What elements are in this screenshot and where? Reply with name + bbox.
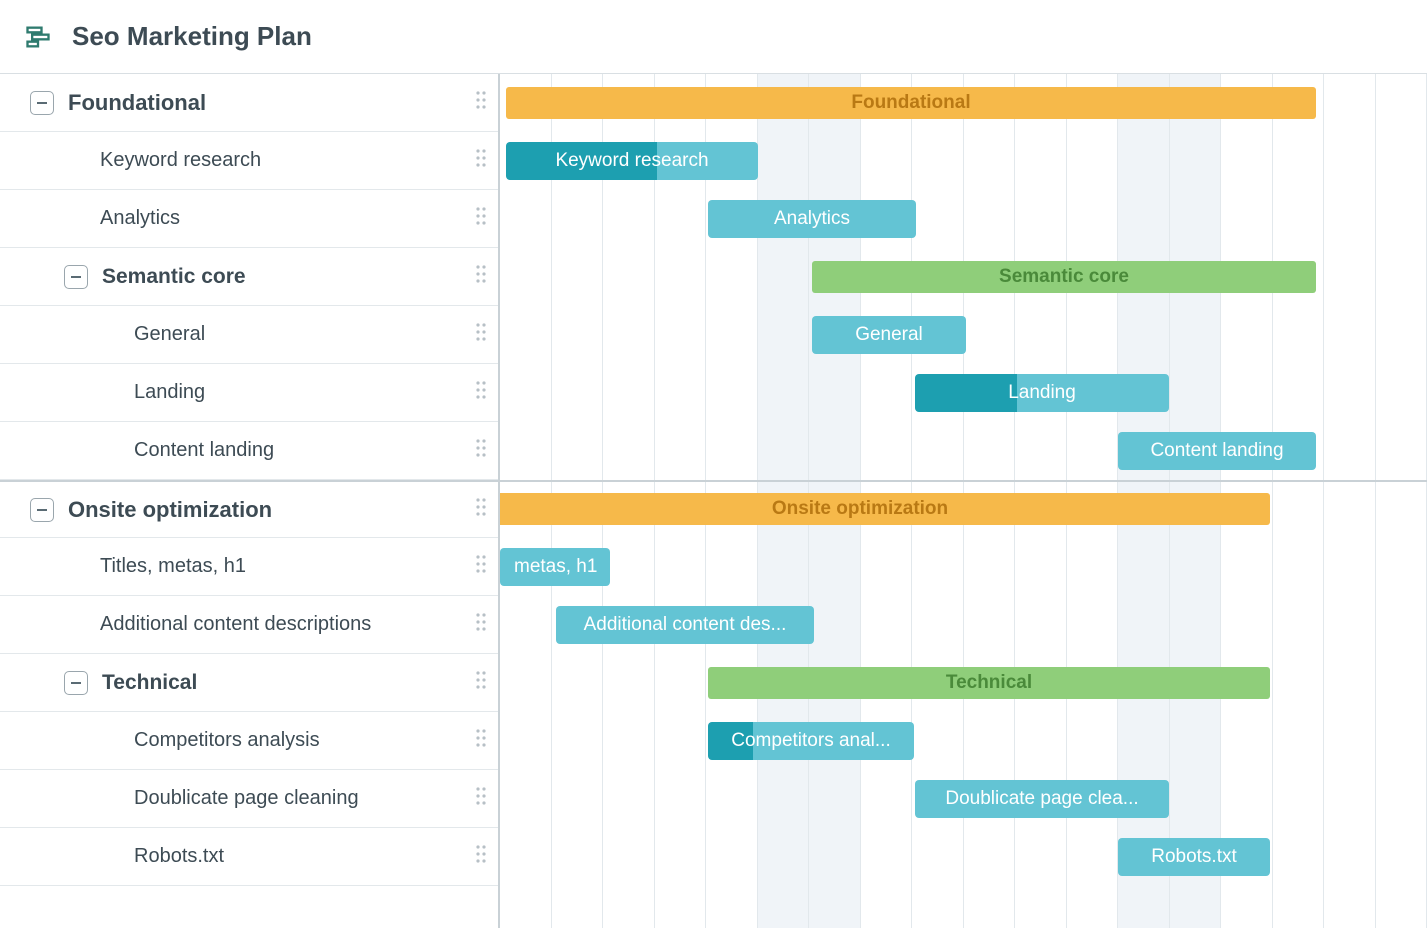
drag-handle-icon[interactable] (468, 670, 486, 695)
tree-task-titles[interactable]: Titles, metas, h1 (0, 538, 498, 596)
task-bar-competitors[interactable]: Competitors anal... (708, 722, 914, 760)
main: Foundational Keyword research Analytics Sem… (0, 74, 1427, 928)
bar-label: Analytics (774, 208, 850, 230)
header: Seo Marketing Plan (0, 0, 1427, 74)
tree-label: Onsite optimization (68, 497, 272, 523)
drag-handle-icon[interactable] (468, 322, 486, 347)
tree-group-semantic[interactable]: Semantic core (0, 248, 498, 306)
collapse-toggle-semantic[interactable] (64, 265, 88, 289)
drag-handle-icon[interactable] (468, 148, 486, 173)
tree-label: Doublicate page cleaning (134, 787, 359, 810)
bar-label: Technical (946, 672, 1032, 694)
tree-group-foundational[interactable]: Foundational (0, 74, 498, 132)
drag-handle-icon[interactable] (468, 497, 486, 522)
tree-group-technical[interactable]: Technical (0, 654, 498, 712)
task-bar-contentland[interactable]: Content landing (1118, 432, 1316, 470)
tree-label: Semantic core (102, 265, 246, 289)
collapse-toggle-foundational[interactable] (30, 91, 54, 115)
tree-task-dup[interactable]: Doublicate page cleaning (0, 770, 498, 828)
bar-label: Landing (1008, 382, 1076, 404)
summary-bar-foundational[interactable]: Foundational (506, 87, 1316, 119)
tree-task-analytics[interactable]: Analytics (0, 190, 498, 248)
tree-label: Content landing (134, 439, 274, 462)
tree-label: Technical (102, 671, 197, 695)
gantt-bars: Foundational Keyword research Analytics Sem… (500, 74, 1427, 928)
tree-task-contentland[interactable]: Content landing (0, 422, 498, 480)
bar-label: Competitors anal... (731, 730, 890, 752)
tree-label: Analytics (100, 207, 180, 230)
bar-label: Robots.txt (1151, 846, 1237, 868)
drag-handle-icon[interactable] (468, 844, 486, 869)
task-bar-robots[interactable]: Robots.txt (1118, 838, 1270, 876)
task-bar-analytics[interactable]: Analytics (708, 200, 916, 238)
task-bar-landing[interactable]: Landing (915, 374, 1169, 412)
tree-task-addcontent[interactable]: Additional content descriptions (0, 596, 498, 654)
task-bar-addcontent[interactable]: Additional content des... (556, 606, 814, 644)
bar-label: Additional content des... (584, 614, 787, 636)
drag-handle-icon[interactable] (468, 728, 486, 753)
tree-label: Titles, metas, h1 (100, 555, 246, 578)
bar-label: metas, h1 (514, 556, 597, 578)
tree-label: Foundational (68, 90, 206, 116)
tree-task-keyword[interactable]: Keyword research (0, 132, 498, 190)
bar-label: General (855, 324, 923, 346)
bar-label: Doublicate page clea... (945, 788, 1138, 810)
collapse-toggle-onsite[interactable] (30, 498, 54, 522)
gantt-logo-icon (24, 23, 52, 51)
page-title: Seo Marketing Plan (72, 21, 312, 52)
drag-handle-icon[interactable] (468, 786, 486, 811)
gantt-chart: Foundational Keyword research Analytics Sem… (500, 74, 1427, 928)
tree-task-robots[interactable]: Robots.txt (0, 828, 498, 886)
tree-label: Keyword research (100, 149, 261, 172)
drag-handle-icon[interactable] (468, 206, 486, 231)
drag-handle-icon[interactable] (468, 438, 486, 463)
drag-handle-icon[interactable] (468, 612, 486, 637)
tree-task-general[interactable]: General (0, 306, 498, 364)
task-bar-dup[interactable]: Doublicate page clea... (915, 780, 1169, 818)
tree-task-competitors[interactable]: Competitors analysis (0, 712, 498, 770)
tree-label: Landing (134, 381, 205, 404)
bar-label: Foundational (851, 92, 970, 114)
tree-group-onsite[interactable]: Onsite optimization (0, 480, 498, 538)
task-progress (915, 374, 1017, 412)
task-bar-titles[interactable]: metas, h1 (500, 548, 610, 586)
bar-label: Semantic core (999, 266, 1129, 288)
summary-bar-onsite[interactable]: Onsite optimization (500, 493, 1270, 525)
drag-handle-icon[interactable] (468, 90, 486, 115)
summary-bar-technical[interactable]: Technical (708, 667, 1270, 699)
summary-bar-semantic[interactable]: Semantic core (812, 261, 1316, 293)
bar-label: Onsite optimization (772, 498, 948, 520)
task-tree: Foundational Keyword research Analytics Sem… (0, 74, 500, 928)
tree-label: Robots.txt (134, 845, 224, 868)
collapse-toggle-technical[interactable] (64, 671, 88, 695)
tree-label: General (134, 323, 205, 346)
drag-handle-icon[interactable] (468, 554, 486, 579)
tree-label: Additional content descriptions (100, 613, 371, 636)
drag-handle-icon[interactable] (468, 264, 486, 289)
task-bar-keyword[interactable]: Keyword research (506, 142, 758, 180)
tree-task-landing[interactable]: Landing (0, 364, 498, 422)
bar-label: Keyword research (555, 150, 708, 172)
task-bar-general[interactable]: General (812, 316, 966, 354)
drag-handle-icon[interactable] (468, 380, 486, 405)
tree-label: Competitors analysis (134, 729, 320, 752)
bar-label: Content landing (1150, 440, 1283, 462)
